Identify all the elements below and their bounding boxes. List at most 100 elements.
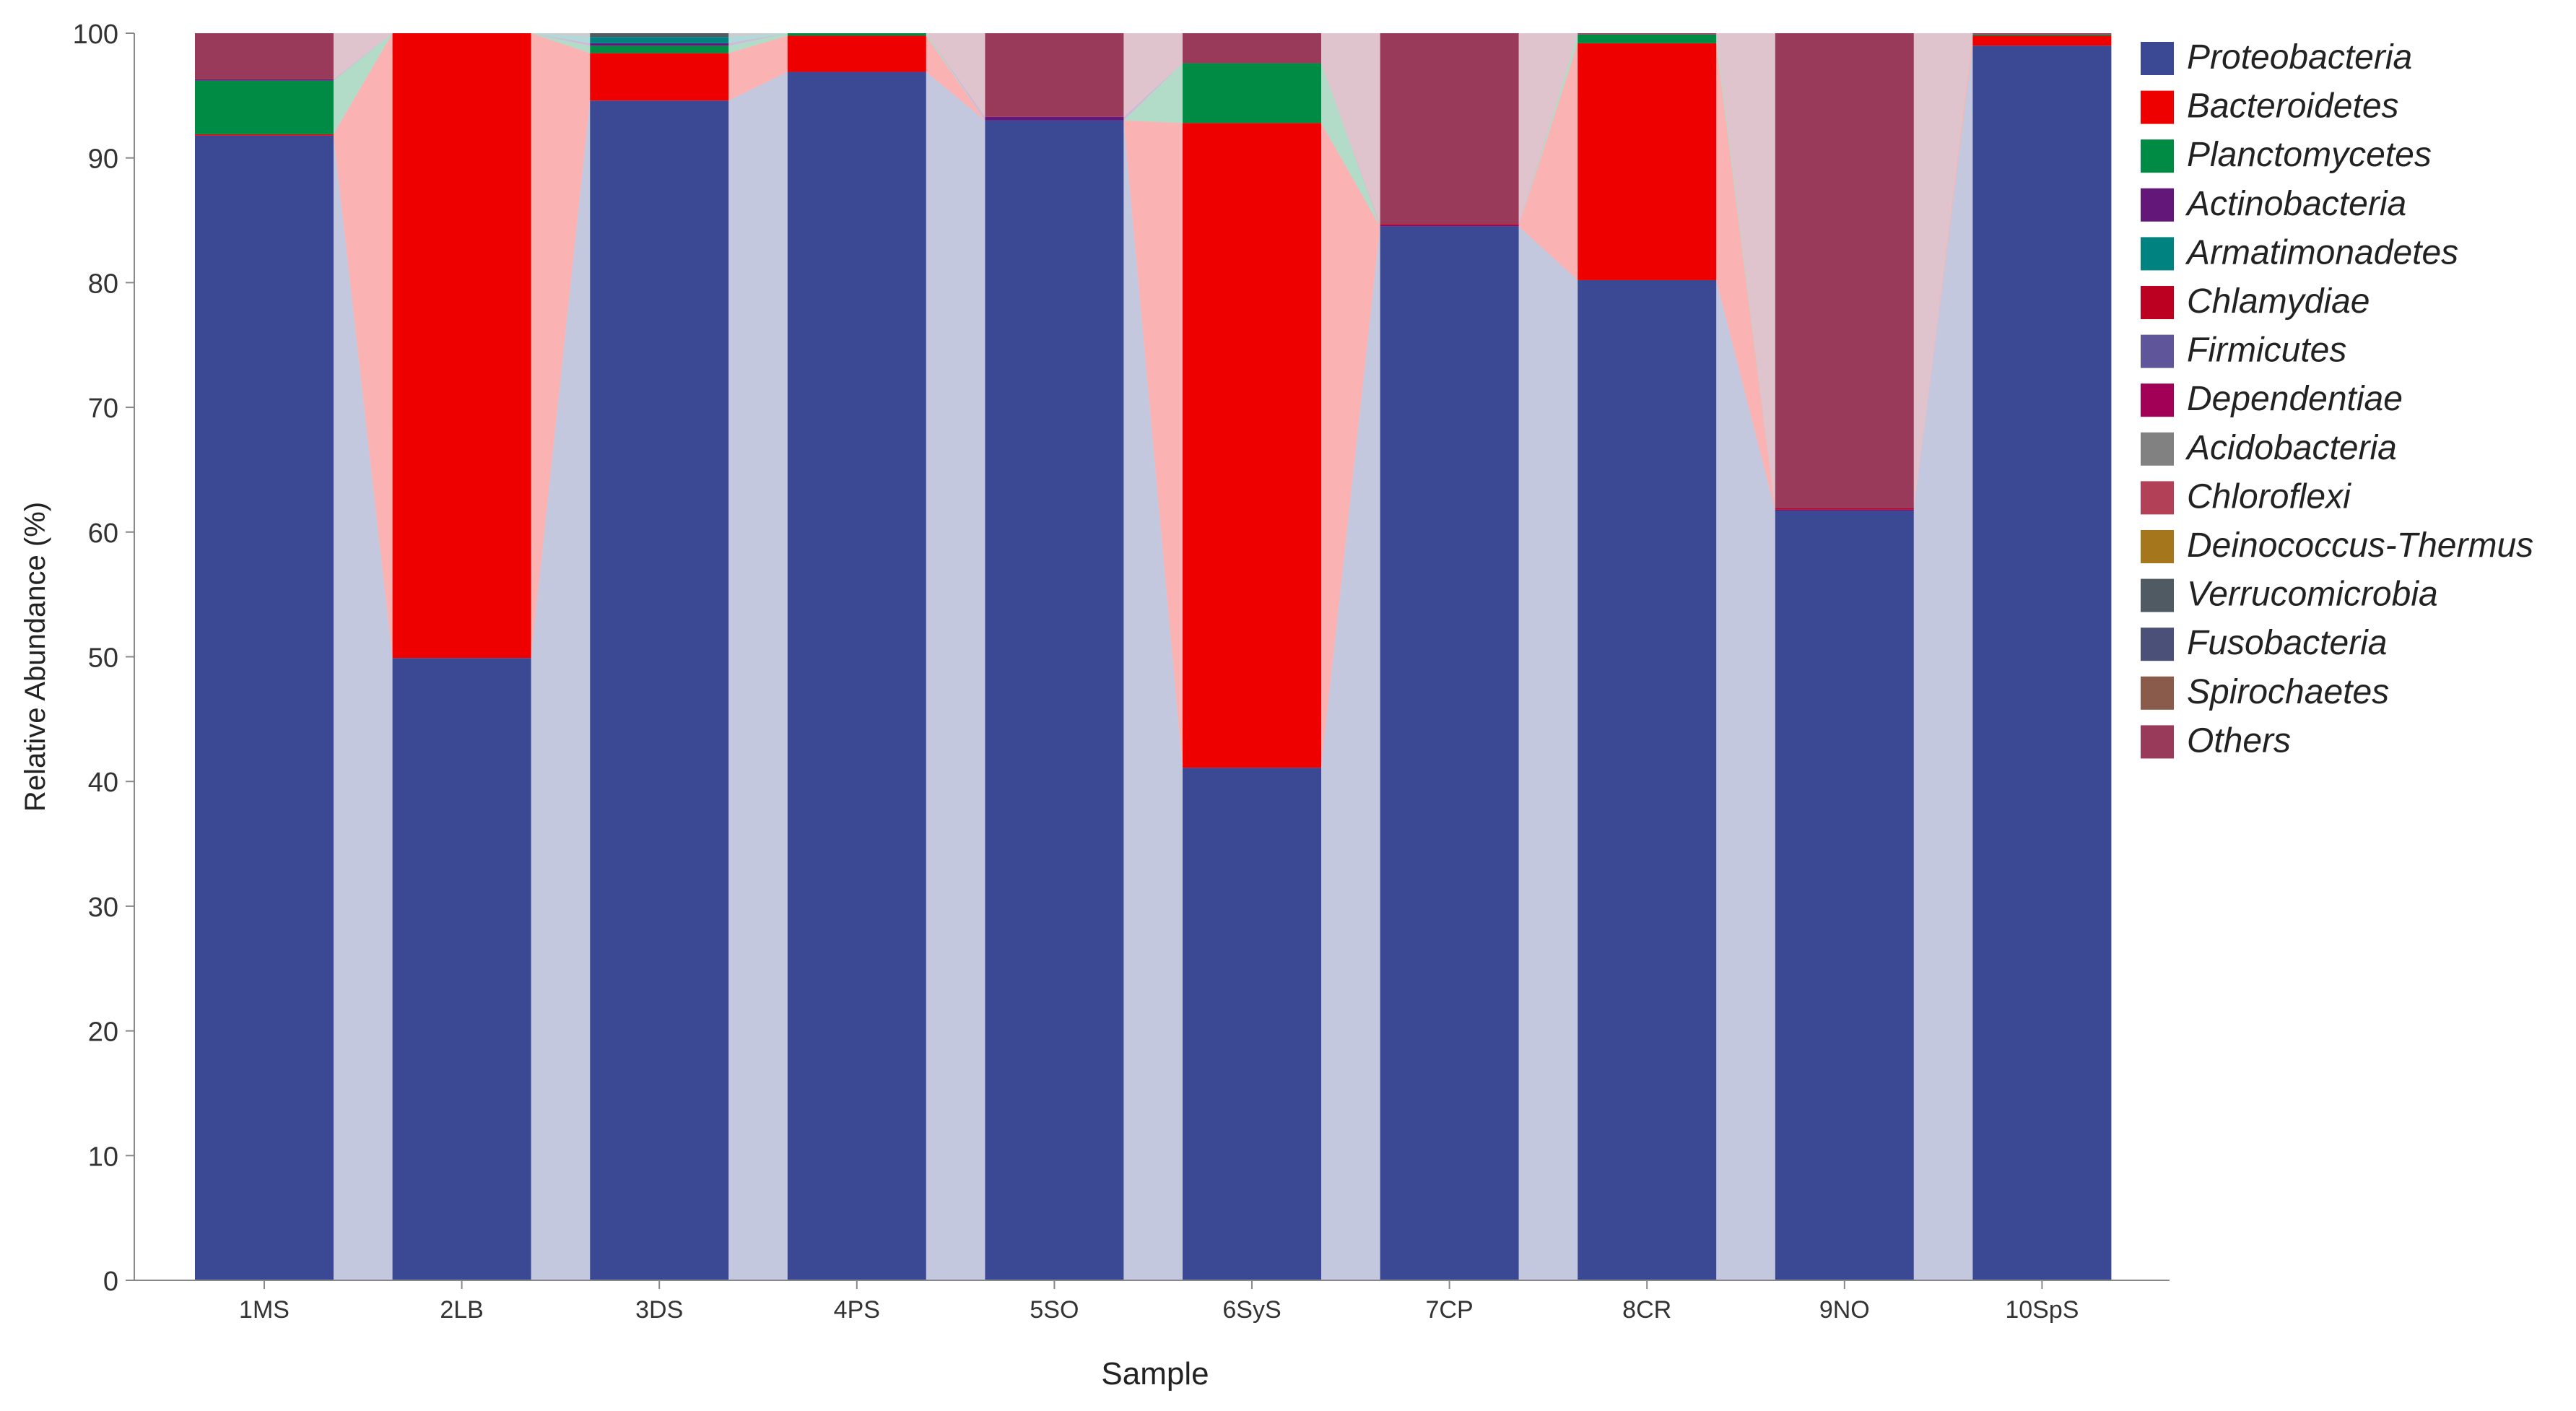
- connector-band-others-7cp-8cr: [1518, 33, 1578, 225]
- x-tick-label: 10SpS: [2005, 1296, 2079, 1324]
- x-tick-label: 7CP: [1426, 1296, 1474, 1324]
- bar-segment-8cr-others: [1578, 33, 1717, 35]
- bar-segment-8cr-planctomycetes: [1578, 34, 1717, 43]
- legend-label: Dependentiae: [2187, 380, 2403, 418]
- connector-band-chlamydiae-7cp-8cr: [1518, 34, 1578, 225]
- legend-swatch: [2141, 481, 2174, 515]
- connector-band-bacteroidetes-4ps-5so: [926, 35, 985, 121]
- connector-band-bacteroidetes-1ms-2lb: [334, 33, 393, 659]
- connector-band-actinobacteria-3ds-4ps: [728, 33, 788, 46]
- legend-item-spirochaetes: Spirochaetes: [2141, 673, 2389, 711]
- legend-label: Others: [2187, 721, 2291, 760]
- bar-segment-3ds-verrucomicrobia: [590, 33, 729, 38]
- connector-band-bacteroidetes-6sys-7cp: [1321, 123, 1380, 768]
- y-tick-label: 0: [103, 1267, 118, 1297]
- bar-segment-10sps-proteobacteria: [1972, 45, 2112, 1280]
- connector-band-bacteroidetes-2lb-3ds: [531, 33, 591, 659]
- bar-segment-1ms-proteobacteria: [195, 135, 334, 1280]
- legend-label: Bacteroidetes: [2187, 87, 2399, 126]
- bar-segment-6sys-proteobacteria: [1183, 768, 1321, 1280]
- bar-stack-5so: [985, 33, 1124, 1280]
- bar-segment-1ms-bacteroidetes: [195, 134, 334, 136]
- legend-item-fusobacteria: Fusobacteria: [2141, 624, 2387, 662]
- legend-label: Armatimonadetes: [2185, 233, 2458, 272]
- y-tick-label: 60: [88, 518, 118, 549]
- connector-band-planctomycetes-1ms-2lb: [334, 33, 393, 134]
- bar-segment-9no-proteobacteria: [1775, 511, 1914, 1281]
- legend-swatch: [2141, 90, 2174, 124]
- legend-item-proteobacteria: Proteobacteria: [2141, 38, 2412, 77]
- connector-band-verrucomicrobia-3ds-4ps: [728, 33, 788, 38]
- legend-swatch: [2141, 676, 2174, 710]
- legend-swatch: [2141, 383, 2174, 417]
- connector-band-planctomycetes-2lb-3ds: [531, 33, 591, 53]
- connector-band-actinobacteria-7cp-8cr: [1518, 34, 1578, 227]
- legend-swatch: [2141, 42, 2174, 75]
- bar-stack-2lb: [392, 33, 531, 1280]
- connector-band-bacteroidetes-3ds-4ps: [728, 35, 788, 101]
- bar-segment-3ds-planctomycetes: [590, 45, 729, 53]
- connector-band-others-4ps-5so: [926, 33, 985, 117]
- legend-item-chlamydiae: Chlamydiae: [2141, 282, 2370, 321]
- connector-band-actinobacteria-5so-6sys: [1123, 63, 1183, 121]
- bar-segment-4ps-bacteroidetes: [787, 35, 926, 72]
- legend-item-verrucomicrobia: Verrucomicrobia: [2141, 576, 2438, 614]
- bar-segment-7cp-proteobacteria: [1380, 226, 1519, 1280]
- bar-segment-1ms-actinobacteria: [195, 79, 334, 81]
- connector-band-armatimonadetes-2lb-3ds: [531, 33, 591, 43]
- connector-band-planctomycetes-5so-6sys: [1123, 63, 1183, 123]
- x-tick-label: 5SO: [1030, 1296, 1079, 1324]
- connector-band-actinobacteria-2lb-3ds: [531, 33, 591, 46]
- x-tick-label: 1MS: [239, 1296, 290, 1324]
- y-tick-label: 30: [88, 893, 118, 923]
- legend-swatch: [2141, 578, 2174, 612]
- legend-item-armatimonadetes: Armatimonadetes: [2141, 233, 2458, 272]
- connector-band-proteobacteria-4ps-5so: [926, 71, 985, 1281]
- y-tick-label: 100: [73, 19, 118, 50]
- connector-band-others-6sys-7cp: [1321, 33, 1380, 225]
- legend-swatch: [2141, 432, 2174, 466]
- bar-segment-10sps-planctomycetes: [1972, 34, 2112, 36]
- legend-item-acidobacteria: Acidobacteria: [2141, 429, 2397, 467]
- connector-band-chlamydiae-6sys-7cp: [1321, 63, 1380, 225]
- connector-band-planctomycetes-9no-10sps: [1913, 34, 1973, 511]
- connector-band-others-8cr-9no: [1716, 33, 1775, 508]
- bar-segment-6sys-planctomycetes: [1183, 63, 1321, 123]
- legend-label: Acidobacteria: [2185, 429, 2397, 467]
- connector-bands: [334, 33, 1973, 1281]
- bars: [195, 33, 2112, 1281]
- bar-stack-3ds: [590, 33, 729, 1280]
- legend-item-firmicutes: Firmicutes: [2141, 331, 2346, 370]
- connector-band-proteobacteria-1ms-2lb: [334, 135, 393, 1280]
- bar-segment-5so-proteobacteria: [985, 120, 1124, 1280]
- x-axis-title: Sample: [1101, 1356, 1209, 1392]
- y-axis-title: Relative Abundance (%): [19, 502, 51, 812]
- legend-label: Deinococcus-Thermus: [2187, 526, 2533, 565]
- bar-segment-2lb-proteobacteria: [392, 658, 531, 1280]
- connector-band-bacteroidetes-5so-6sys: [1123, 120, 1183, 768]
- legend-label: Actinobacteria: [2185, 185, 2406, 223]
- legend-swatch: [2141, 530, 2174, 563]
- y-tick-label: 10: [88, 1142, 118, 1172]
- bar-segment-7cp-actinobacteria: [1380, 225, 1519, 227]
- connector-band-others-1ms-2lb: [334, 33, 393, 79]
- y-tick-label: 70: [88, 394, 118, 424]
- bar-segment-3ds-actinobacteria: [590, 43, 729, 46]
- x-tick-label: 2LB: [440, 1296, 484, 1324]
- connector-band-bacteroidetes-9no-10sps: [1913, 35, 1973, 511]
- connector-band-chlamydiae-8cr-9no: [1716, 34, 1775, 510]
- legend-item-planctomycetes: Planctomycetes: [2141, 136, 2432, 174]
- bar-stack-8cr: [1578, 33, 1717, 1280]
- legend-label: Verrucomicrobia: [2187, 576, 2438, 614]
- legend-label: Firmicutes: [2187, 331, 2346, 370]
- bar-segment-3ds-bacteroidetes: [590, 53, 729, 101]
- bar-stack-10sps: [1972, 33, 2112, 1280]
- legend-swatch: [2141, 334, 2174, 368]
- bar-segment-1ms-planctomycetes: [195, 80, 334, 134]
- legend-label: Chlamydiae: [2187, 282, 2370, 321]
- legend-swatch: [2141, 286, 2174, 319]
- bar-segment-2lb-bacteroidetes: [392, 33, 531, 659]
- bar-segment-10sps-bacteroidetes: [1972, 35, 2112, 46]
- legend-item-dependentiae: Dependentiae: [2141, 380, 2403, 418]
- connector-band-actinobacteria-9no-10sps: [1913, 34, 1973, 511]
